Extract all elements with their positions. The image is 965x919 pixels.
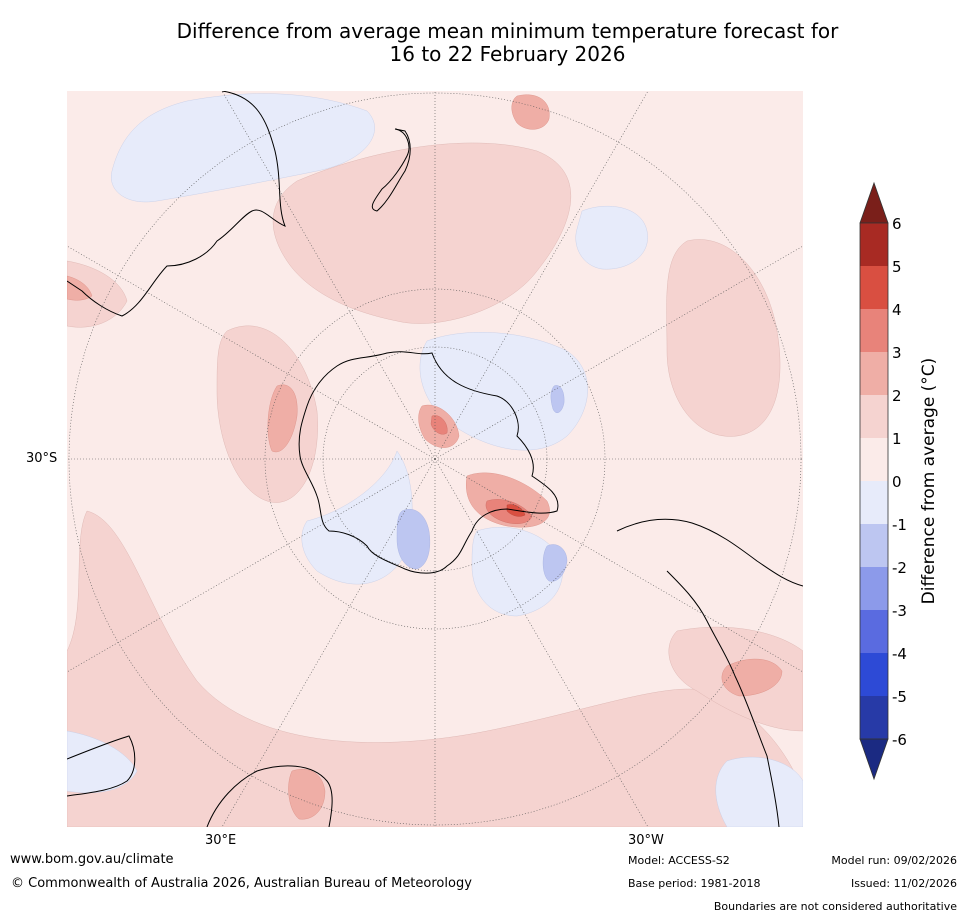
warm-core-weddell-3-4 <box>430 415 448 435</box>
warm-region-tasman <box>272 142 572 324</box>
colorbar-bin-3-4 <box>860 309 888 352</box>
tick-label: -5 <box>892 688 907 706</box>
tick-label: 6 <box>892 215 902 233</box>
model-run: Model run: 09/02/2026 <box>831 854 957 867</box>
map-title: Difference from average mean minimum tem… <box>0 20 965 66</box>
base-period: Base period: 1981-2018 <box>628 877 761 890</box>
colorbar: 6 5 4 3 2 1 0 -1 -2 -3 -4 -5 -6 Differen… <box>859 181 939 781</box>
colorbar-bin-1-2 <box>860 395 888 438</box>
new-zealand-coastline <box>371 128 411 212</box>
graticule-circle-mid <box>264 288 606 630</box>
tick-label: 3 <box>892 344 902 362</box>
cool-region-southeast <box>715 756 803 827</box>
tick-label: -4 <box>892 645 907 663</box>
polar-map <box>67 91 803 827</box>
colorbar-bin-m2-m1 <box>860 524 888 567</box>
colorbar-bin-m4-m3 <box>860 610 888 653</box>
warm-core-southern-africa <box>288 769 326 820</box>
boundaries-disclaimer: Boundaries are not considered authoritat… <box>713 900 957 913</box>
tick-label: 5 <box>892 258 902 276</box>
colorbar-bin-4-5 <box>860 266 888 309</box>
colorbar-bin-m3-m2 <box>860 567 888 610</box>
cool-region-amundsen <box>471 527 563 617</box>
title-line-2: 16 to 22 February 2026 <box>389 42 626 66</box>
colorbar-frame <box>859 222 889 740</box>
colorbar-extend-high <box>859 181 889 224</box>
colorbar-bin-2-3 <box>860 352 888 395</box>
warm-region-south <box>67 510 803 827</box>
south-america-coastline <box>616 518 803 827</box>
australia-coastline <box>67 91 286 317</box>
cool-core-weddell <box>550 385 565 414</box>
tick-label: 2 <box>892 387 902 405</box>
tick-label: -6 <box>892 731 907 749</box>
colorbar-bin-0-1 <box>860 438 888 481</box>
cool-core-amundsen <box>542 544 568 582</box>
issued-date: Issued: 11/02/2026 <box>850 877 957 890</box>
colorbar-bin-m1-0 <box>860 481 888 524</box>
model-name: Model: ACCESS-S2 <box>628 854 730 867</box>
lat-label-30s: 30°S <box>26 451 58 466</box>
colorbar-extend-low <box>859 738 889 781</box>
tick-label: 1 <box>892 430 902 448</box>
warm-region-south-atlantic <box>666 239 781 437</box>
tick-label: -1 <box>892 516 907 534</box>
colorbar-bin-m6-m5 <box>860 696 888 739</box>
cool-region-south-atlantic <box>575 205 648 270</box>
tick-label: -2 <box>892 559 907 577</box>
title-line-1: Difference from average mean minimum tem… <box>176 19 839 43</box>
cool-core-ross <box>396 509 430 570</box>
madagascar-coastline <box>67 735 136 797</box>
warm-core-north <box>511 94 550 130</box>
warm-core-indian-strip <box>267 384 298 453</box>
warm-core-south-america <box>721 658 783 697</box>
colorbar-bin-m5-m4 <box>860 653 888 696</box>
warm-region-west <box>67 260 128 328</box>
colorbar-bin-5-6 <box>860 223 888 266</box>
copyright: © Commonwealth of Australia 2026, Austra… <box>11 876 472 891</box>
graticule-meridians <box>67 91 803 827</box>
colorbar-axis-label: Difference from average (°C) <box>919 358 939 605</box>
southern-africa-coastline <box>206 765 333 827</box>
colorbar-ticks: 6 5 4 3 2 1 0 -1 -2 -3 -4 -5 -6 <box>892 215 907 749</box>
tick-label: 0 <box>892 473 902 491</box>
tick-label: 4 <box>892 301 902 319</box>
website-link[interactable]: www.bom.gov.au/climate <box>10 852 174 867</box>
warm-region-indian <box>216 325 318 503</box>
antarctica-coastline <box>298 351 559 574</box>
lon-label-30e: 30°E <box>205 833 237 848</box>
tick-label: -3 <box>892 602 907 620</box>
lon-label-30w: 30°W <box>628 833 664 848</box>
